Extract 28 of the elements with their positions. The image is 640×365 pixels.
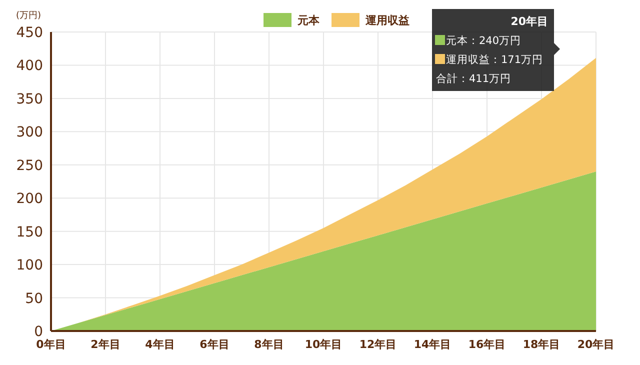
x-tick-label: 10年目 bbox=[304, 338, 342, 351]
x-tick-label: 0年目 bbox=[36, 338, 66, 351]
x-tick-label: 14年目 bbox=[414, 338, 452, 351]
y-tick-label: 450 bbox=[16, 25, 43, 41]
y-tick-label: 150 bbox=[16, 224, 43, 240]
y-tick-label: 200 bbox=[16, 191, 43, 208]
annotation: 運用収益：171万円 bbox=[446, 53, 544, 66]
y-tick-label: 350 bbox=[16, 91, 43, 108]
x-tick-label: 20年目 bbox=[577, 338, 615, 351]
y-tick-label: 300 bbox=[16, 124, 43, 141]
y-tick-label: 400 bbox=[16, 58, 43, 74]
x-tick-label: 18年目 bbox=[522, 338, 560, 351]
x-tick-label: 6年目 bbox=[200, 338, 230, 351]
annotation: 元本：240万円 bbox=[446, 34, 522, 47]
x-tick-label: 16年目 bbox=[468, 338, 506, 351]
y-tick-label: 0 bbox=[34, 324, 43, 340]
tooltip: 20年目 元本：240万円 運用収益：171万円 合計：411万円 bbox=[432, 9, 560, 91]
y-tick-label: 100 bbox=[16, 258, 43, 274]
x-tick-label: 2年目 bbox=[90, 338, 120, 351]
y-axis-title: (万円) bbox=[16, 11, 42, 21]
y-tick-label: 50 bbox=[25, 290, 43, 307]
x-tick-label: 8年目 bbox=[254, 338, 284, 351]
x-tick-label: 12年目 bbox=[359, 338, 397, 351]
legend-label: 運用収益 bbox=[364, 14, 410, 27]
x-tick-label: 4年目 bbox=[145, 338, 175, 351]
legend-label: 元本 bbox=[296, 14, 320, 27]
annotation: 合計：411万円 bbox=[436, 72, 512, 85]
y-tick-label: 250 bbox=[16, 158, 43, 174]
